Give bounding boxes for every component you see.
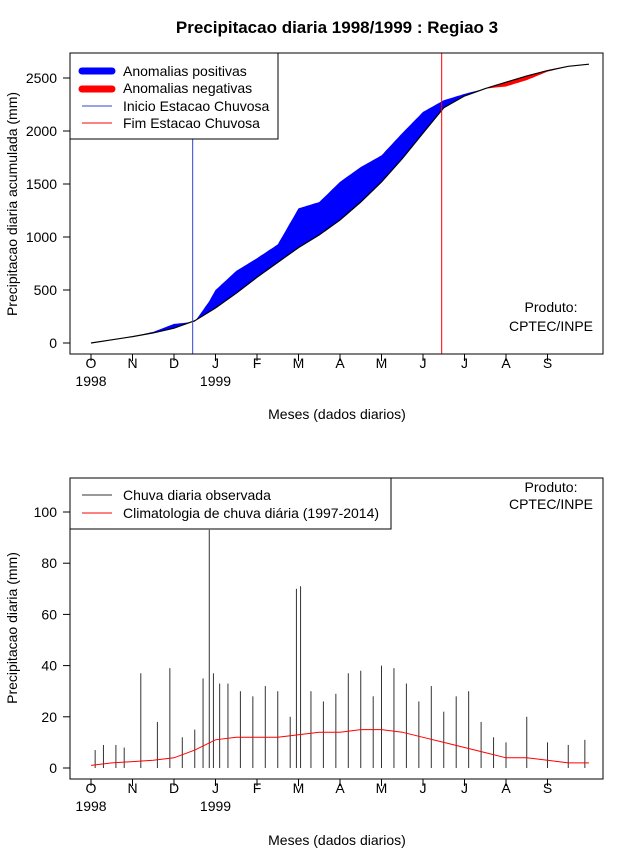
bottom-y-tick-label: 0 (49, 760, 57, 776)
bottom-y-tick-label: 80 (41, 555, 57, 571)
top-x-tick-label: N (127, 355, 137, 371)
top-y-tick-label: 0 (49, 335, 57, 351)
bottom-y-axis: 0 20 40 60 80 100 (34, 504, 71, 776)
top-x-tick-label: M (293, 355, 305, 371)
top-y-tick-label: 2000 (26, 123, 57, 139)
legend-label-climatology: Climatologia de chuva diária (1997-2014) (123, 505, 379, 521)
daily-precip-chart: Meses (dados diarios) Precipitacao diari… (4, 477, 604, 848)
positive-anomaly-area (196, 88, 486, 320)
bottom-x-tick-label: M (376, 780, 388, 796)
top-product-label: Produto: (525, 299, 578, 315)
top-plot-area (90, 53, 590, 354)
legend-label-end: Fim Estacao Chuvosa (123, 115, 260, 131)
bottom-y-tick-label: 60 (41, 606, 57, 622)
top-y-tick-label: 1000 (26, 229, 57, 245)
legend-label-start: Inicio Estacao Chuvosa (123, 98, 270, 114)
top-x-tick-label: J (461, 355, 468, 371)
top-x-axis-label: Meses (dados diarios) (268, 406, 406, 422)
legend-label-negative: Anomalias negativas (123, 80, 252, 96)
top-product-source: CPTEC/INPE (509, 318, 593, 334)
bottom-y-tick-label: 40 (41, 658, 57, 674)
top-x-tick-label: A (501, 355, 511, 371)
top-x-tick-label: J (420, 355, 427, 371)
top-x-year-label: 1998 (75, 373, 106, 389)
bottom-x-tick-label: J (461, 780, 468, 796)
top-y-axis-label: Precipitacao diaria acumulada (mm) (4, 92, 20, 316)
top-legend: Anomalias positivas Anomalias negativas … (69, 52, 279, 140)
bottom-y-tick-label: 100 (34, 504, 58, 520)
bottom-x-tick-label: D (169, 780, 179, 796)
climatology-daily-line (90, 729, 589, 766)
top-x-tick-label: O (86, 355, 97, 371)
top-x-year-label: 1999 (200, 373, 231, 389)
bottom-y-axis-label: Precipitacao diaria (mm) (4, 552, 20, 704)
bottom-x-tick-label: A (335, 780, 345, 796)
bottom-x-year-label: 1999 (200, 798, 231, 814)
top-x-tick-label: S (543, 355, 552, 371)
top-y-tick-label: 2500 (26, 70, 57, 86)
positive-anomaly-area (134, 322, 191, 337)
bottom-x-axis-label: Meses (dados diarios) (268, 832, 406, 848)
top-legend-box (69, 52, 279, 140)
bottom-x-tick-label: N (127, 780, 137, 796)
bottom-product-label: Produto: (525, 479, 578, 495)
bottom-x-tick-label: M (293, 780, 305, 796)
top-chart-title: Precipitacao diaria 1998/1999 : Regiao 3 (176, 18, 498, 37)
top-x-tick-label: M (376, 355, 388, 371)
top-x-axis: O N D J F M A M J J A S 1998 1999 (75, 353, 552, 389)
bottom-x-tick-label: F (253, 780, 262, 796)
top-y-tick-label: 1500 (26, 176, 57, 192)
top-y-axis: 0 500 1000 1500 2000 2500 (26, 70, 71, 351)
bottom-x-tick-label: S (543, 780, 552, 796)
bottom-x-tick-label: A (501, 780, 511, 796)
accumulated-precip-chart: Precipitacao diaria 1998/1999 : Regiao 3… (4, 18, 604, 422)
bottom-product-source: CPTEC/INPE (509, 496, 593, 512)
bottom-x-tick-label: J (420, 780, 427, 796)
negative-anomaly-area (487, 66, 569, 89)
top-x-tick-label: A (335, 355, 345, 371)
bottom-x-tick-label: O (86, 780, 97, 796)
bottom-legend-box (69, 477, 392, 530)
top-x-tick-label: D (169, 355, 179, 371)
bottom-legend: Chuva diaria observada Climatologia de c… (69, 477, 392, 530)
bottom-x-tick-label: J (212, 780, 219, 796)
bottom-y-tick-label: 20 (41, 709, 57, 725)
top-y-tick-label: 500 (34, 282, 58, 298)
legend-label-positive: Anomalias positivas (123, 63, 247, 79)
top-x-tick-label: J (212, 355, 219, 371)
bottom-x-axis: O N D J F M A M J J A S 1998 1999 (75, 778, 552, 814)
bottom-x-year-label: 1998 (75, 798, 106, 814)
climatology-accumulated-line (90, 63, 590, 344)
top-x-tick-label: F (253, 355, 262, 371)
legend-label-observed: Chuva diaria observada (123, 487, 271, 503)
bottom-plot-area (90, 529, 589, 768)
